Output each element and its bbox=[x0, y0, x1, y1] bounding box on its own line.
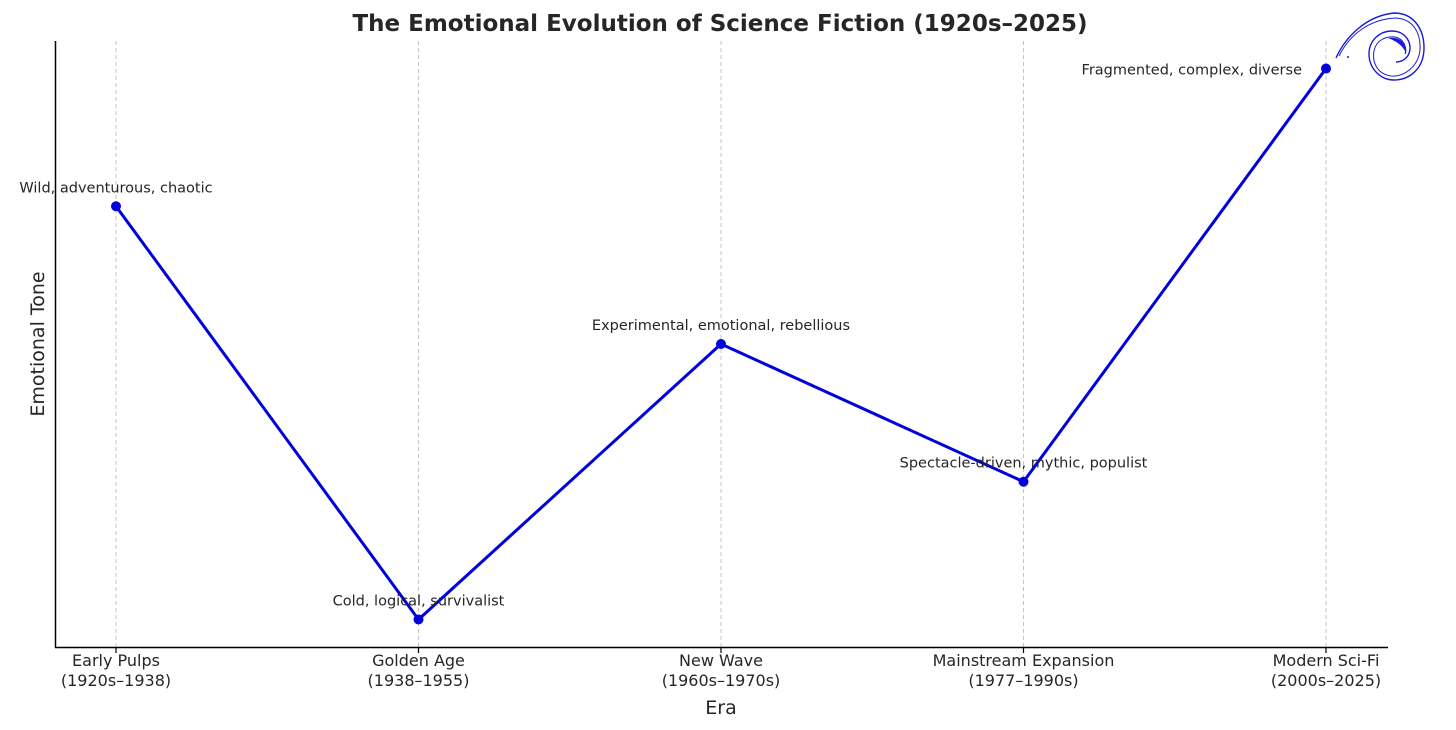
data-label: Experimental, emotional, rebellious bbox=[592, 318, 850, 334]
data-point bbox=[111, 201, 121, 212]
x-tick-label: New Wave (1960s–1970s) bbox=[662, 651, 781, 690]
data-points bbox=[111, 63, 1331, 625]
data-label: Spectacle-driven, mythic, populist bbox=[900, 456, 1148, 472]
x-tick-label-line: (1938–1955) bbox=[368, 671, 470, 690]
x-tick-label-line: (1960s–1970s) bbox=[662, 671, 781, 690]
x-axis-label: Era bbox=[705, 697, 736, 719]
data-label: Cold, logical, survivalist bbox=[333, 593, 505, 609]
x-tick-label-line: Golden Age bbox=[372, 651, 465, 670]
x-tick-label-line: (2000s–2025) bbox=[1271, 671, 1381, 690]
y-axis-label: Emotional Tone bbox=[27, 271, 49, 416]
x-tick-label-line: (1977–1990s) bbox=[968, 671, 1078, 690]
x-tick-label-line: (1920s–1938) bbox=[61, 671, 171, 690]
x-ticks: Early Pulps (1920s–1938) Golden Age (1938–1… bbox=[61, 647, 1381, 690]
annotations: Wild, adventurous, chaotic Cold, logical,… bbox=[19, 63, 1302, 610]
data-label: Wild, adventurous, chaotic bbox=[19, 180, 212, 196]
x-tick-label-line: Mainstream Expansion bbox=[933, 651, 1115, 670]
data-point bbox=[1018, 476, 1029, 487]
data-point bbox=[716, 339, 726, 349]
data-label: Fragmented, complex, diverse bbox=[1082, 63, 1303, 79]
x-tick-label: Modern Sci-Fi (2000s–2025) bbox=[1271, 651, 1381, 690]
x-tick-label-line: Early Pulps bbox=[72, 651, 160, 670]
x-tick-label: Mainstream Expansion (1977–1990s) bbox=[933, 651, 1115, 690]
spiral-logo-icon bbox=[1335, 12, 1425, 81]
data-point bbox=[413, 614, 424, 625]
data-point bbox=[1321, 63, 1331, 74]
x-tick-label-line: New Wave bbox=[679, 651, 763, 670]
x-tick-label-line: Modern Sci-Fi bbox=[1273, 651, 1380, 670]
x-tick-label: Golden Age (1938–1955) bbox=[368, 651, 470, 690]
x-tick-label: Early Pulps (1920s–1938) bbox=[61, 651, 171, 690]
chart-title: The Emotional Evolution of Science Ficti… bbox=[352, 11, 1087, 37]
